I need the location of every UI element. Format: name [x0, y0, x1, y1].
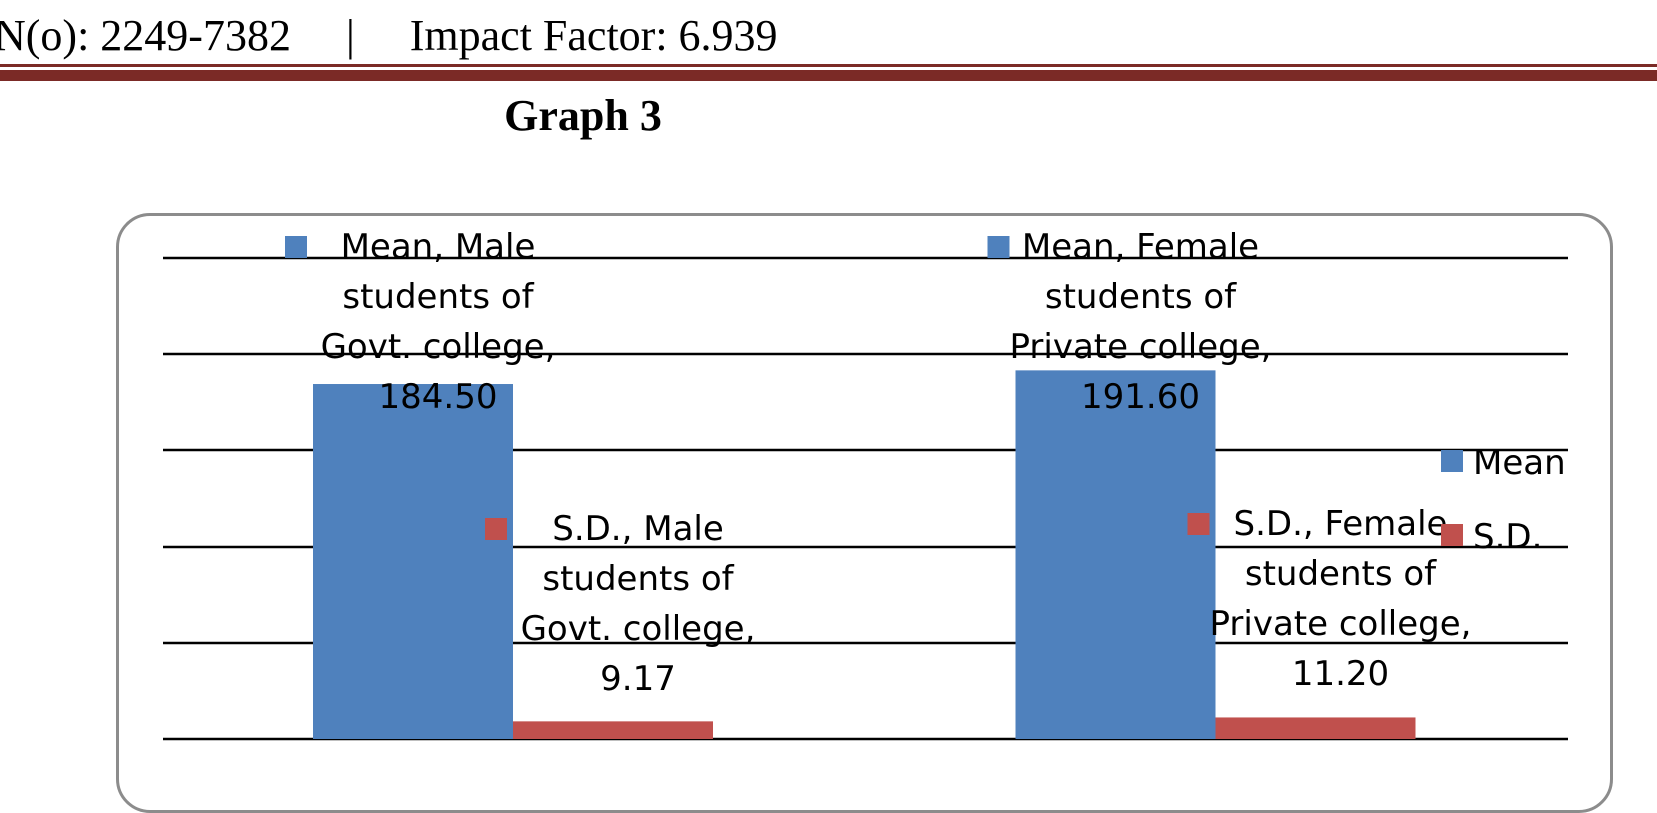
data-label: Private college, [1210, 604, 1472, 644]
data-label: students of [542, 559, 734, 599]
bar-chart: Mean, Male students of Govt. college, 184.5… [163, 227, 1568, 741]
legend-label: Mean [1473, 443, 1566, 483]
header-rule-thick [0, 70, 1657, 81]
legend-swatch [1441, 524, 1463, 546]
bar-sd [513, 721, 713, 739]
data-label: S.D., Female [1234, 504, 1448, 544]
legend-label: S.D. [1473, 517, 1542, 557]
data-label: 191.60 [1081, 377, 1200, 417]
data-label: students of [1245, 554, 1437, 594]
legend-swatch [1441, 450, 1463, 472]
data-label: Govt. college, [321, 327, 556, 367]
data-label: S.D., Male [552, 509, 724, 549]
data-label-marker [485, 518, 507, 540]
data-label: students of [1045, 277, 1237, 317]
data-label: 184.50 [379, 377, 498, 417]
bar-mean [1015, 370, 1216, 739]
data-label: 11.20 [1292, 654, 1389, 694]
journal-header: N(o): 2249-7382 | Impact Factor: 6.939 [0, 11, 778, 60]
data-label: Mean, Female [1022, 227, 1259, 267]
data-label: students of [342, 277, 534, 317]
bar-sd [1215, 717, 1416, 739]
data-label-marker [1187, 513, 1210, 535]
data-label-marker [285, 236, 307, 258]
data-label: 9.17 [600, 659, 676, 699]
data-label: Mean, Male [341, 227, 536, 267]
data-label: Govt. college, [521, 609, 756, 649]
header-rule-thin [0, 64, 1657, 67]
data-label: Private college, [1010, 327, 1272, 367]
graph-title: Graph 3 [504, 91, 662, 140]
bar-mean [313, 384, 513, 739]
data-label-marker [987, 236, 1010, 258]
